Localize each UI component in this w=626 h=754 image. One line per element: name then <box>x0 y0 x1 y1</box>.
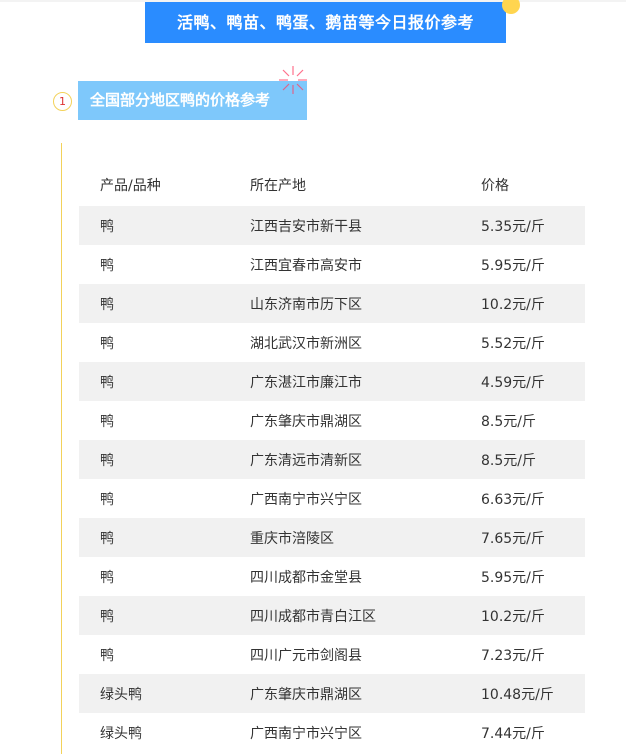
cell-origin: 四川广元市剑阁县 <box>250 647 362 664</box>
cell-price: 10.2元/斤 <box>481 608 545 625</box>
table-row: 鸭 广东肇庆市鼎湖区 8.5元/斤 <box>79 401 585 440</box>
table-row: 鸭 四川广元市剑阁县 7.23元/斤 <box>79 635 585 674</box>
cell-origin: 广西南宁市兴宁区 <box>250 725 362 742</box>
cell-product: 鸭 <box>100 569 114 586</box>
cell-origin: 广东清远市清新区 <box>250 452 362 469</box>
table-header-row: 产品/品种 所在产地 价格 <box>79 163 585 206</box>
cell-product: 鸭 <box>100 452 114 469</box>
cell-origin: 江西宜春市高安市 <box>250 257 362 274</box>
table-row: 鸭 湖北武汉市新洲区 5.52元/斤 <box>79 323 585 362</box>
table-row: 鸭 广东湛江市廉江市 4.59元/斤 <box>79 362 585 401</box>
table-row: 鸭 重庆市涪陵区 7.65元/斤 <box>79 518 585 557</box>
cell-origin: 广东肇庆市鼎湖区 <box>250 413 362 430</box>
cell-price: 8.5元/斤 <box>481 452 536 469</box>
price-table: 产品/品种 所在产地 价格 鸭江西吉安市新干县 5.35元/斤鸭江西宜春市高安市 5… <box>79 163 585 752</box>
decorative-dot-icon <box>502 0 520 14</box>
cell-price: 7.44元/斤 <box>481 725 545 742</box>
cell-origin: 四川成都市青白江区 <box>250 608 376 625</box>
table-row: 鸭 江西宜春市高安市 5.95元/斤 <box>79 245 585 284</box>
cell-product: 鸭 <box>100 296 114 313</box>
section-number-badge: 1 <box>53 92 72 111</box>
header-product: 产品/品种 <box>100 177 161 194</box>
cell-price: 7.23元/斤 <box>481 647 545 664</box>
cell-product: 鸭 <box>100 413 114 430</box>
cell-product: 鸭 <box>100 257 114 274</box>
timeline-line <box>61 143 62 754</box>
cell-product: 鸭 <box>100 335 114 352</box>
cell-price: 5.35元/斤 <box>481 218 545 235</box>
cell-product: 鸭 <box>100 530 114 547</box>
cell-origin: 广西南宁市兴宁区 <box>250 491 362 508</box>
cell-product: 绿头鸭 <box>100 686 142 703</box>
cell-price: 4.59元/斤 <box>481 374 545 391</box>
cell-origin: 广东湛江市廉江市 <box>250 374 362 391</box>
cell-price: 5.52元/斤 <box>481 335 545 352</box>
cell-origin: 重庆市涪陵区 <box>250 530 334 547</box>
table-row: 绿头鸭 广东肇庆市鼎湖区 10.48元/斤 <box>79 674 585 713</box>
cell-price: 5.95元/斤 <box>481 569 545 586</box>
table-row: 鸭 江西吉安市新干县 5.35元/斤 <box>79 206 585 245</box>
cell-origin: 四川成都市金堂县 <box>250 569 362 586</box>
section-title: 全国部分地区鸭的价格参考 <box>78 81 307 120</box>
cell-origin: 湖北武汉市新洲区 <box>250 335 362 352</box>
header-origin: 所在产地 <box>250 177 306 194</box>
cell-price: 5.95元/斤 <box>481 257 545 274</box>
cell-product: 鸭 <box>100 491 114 508</box>
table-row: 鸭 广东清远市清新区 8.5元/斤 <box>79 440 585 479</box>
cell-product: 鸭 <box>100 608 114 625</box>
table-row: 绿头鸭 广西南宁市兴宁区 7.44元/斤 <box>79 713 585 752</box>
table-row: 鸭 山东济南市历下区 10.2元/斤 <box>79 284 585 323</box>
cell-price: 6.63元/斤 <box>481 491 545 508</box>
table-row: 鸭 四川成都市金堂县 5.95元/斤 <box>79 557 585 596</box>
cell-product: 绿头鸭 <box>100 725 142 742</box>
cell-origin: 广东肇庆市鼎湖区 <box>250 686 362 703</box>
cell-product: 鸭 <box>100 218 114 235</box>
header-price: 价格 <box>481 177 509 194</box>
cell-price: 10.48元/斤 <box>481 686 554 703</box>
table-row: 鸭 广西南宁市兴宁区 6.63元/斤 <box>79 479 585 518</box>
cell-product: 鸭 <box>100 647 114 664</box>
table-row: 鸭 四川成都市青白江区 10.2元/斤 <box>79 596 585 635</box>
page-banner-title: 活鸭、鸭苗、鸭蛋、鹅苗等今日报价参考 <box>145 2 506 43</box>
cell-price: 10.2元/斤 <box>481 296 545 313</box>
cell-product: 鸭 <box>100 374 114 391</box>
cell-origin: 山东济南市历下区 <box>250 296 362 313</box>
firework-icon <box>279 66 307 94</box>
top-divider <box>0 0 626 2</box>
cell-price: 8.5元/斤 <box>481 413 536 430</box>
cell-price: 7.65元/斤 <box>481 530 545 547</box>
cell-origin: 江西吉安市新干县 <box>250 218 362 235</box>
